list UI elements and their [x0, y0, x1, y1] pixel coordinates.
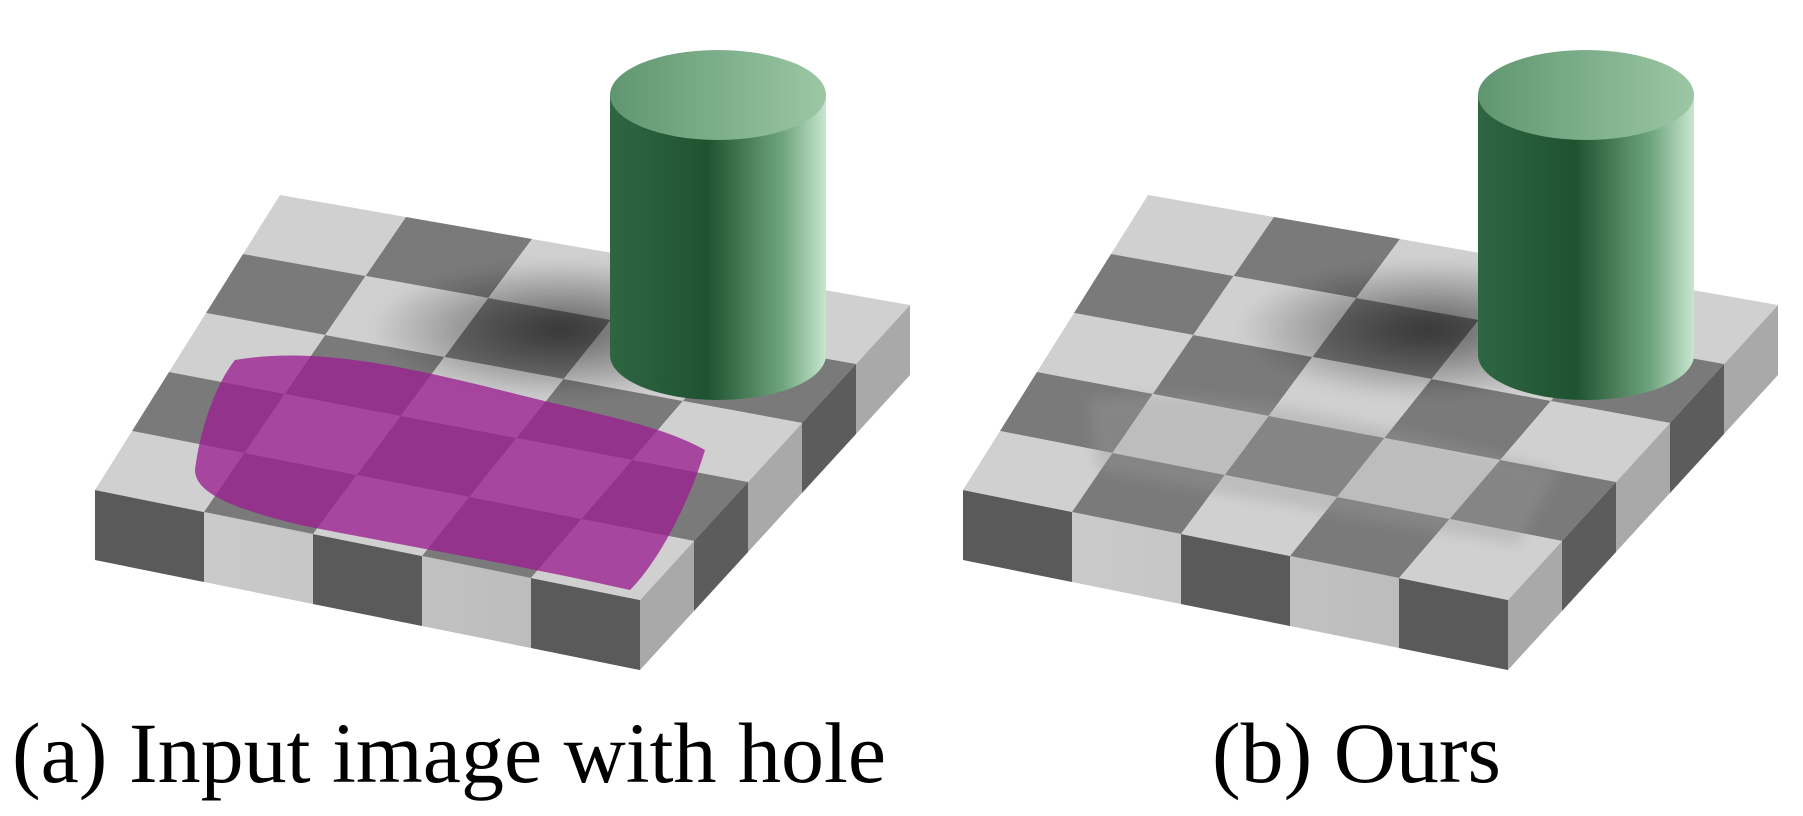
result-front-stripe [1399, 578, 1508, 670]
panel-result-image [963, 50, 1778, 670]
result-board-square [1074, 254, 1234, 335]
result-board-square [1399, 519, 1562, 600]
result-cylinder-top [1478, 50, 1694, 140]
result-front-stripe [1181, 534, 1290, 626]
result-board-square [1037, 313, 1194, 394]
input-right-stripe [802, 364, 856, 493]
input-board-square [206, 254, 366, 335]
result-board-square [963, 431, 1113, 512]
result-board-square [1500, 401, 1670, 482]
caption-input-image: (a) Input image with hole [12, 705, 887, 801]
panel-input-image [95, 50, 910, 670]
input-front-stripe [313, 534, 422, 626]
input-board-square [243, 195, 406, 276]
result-right-stripe [1670, 364, 1724, 493]
input-cylinder-top [610, 50, 826, 140]
hole-mask [195, 355, 705, 590]
input-front-stripe [95, 490, 204, 582]
result-board-square [1111, 195, 1274, 276]
result-front-stripe [963, 490, 1072, 582]
input-cylinder-body [610, 95, 826, 400]
result-right-stripe [1562, 482, 1616, 611]
result-cylinder-body [1478, 95, 1694, 400]
result-inpainted-region [1088, 395, 1558, 545]
input-right-stripe [694, 482, 748, 611]
input-front-stripe [531, 578, 640, 670]
caption-ours: (b) Ours [1212, 705, 1501, 801]
